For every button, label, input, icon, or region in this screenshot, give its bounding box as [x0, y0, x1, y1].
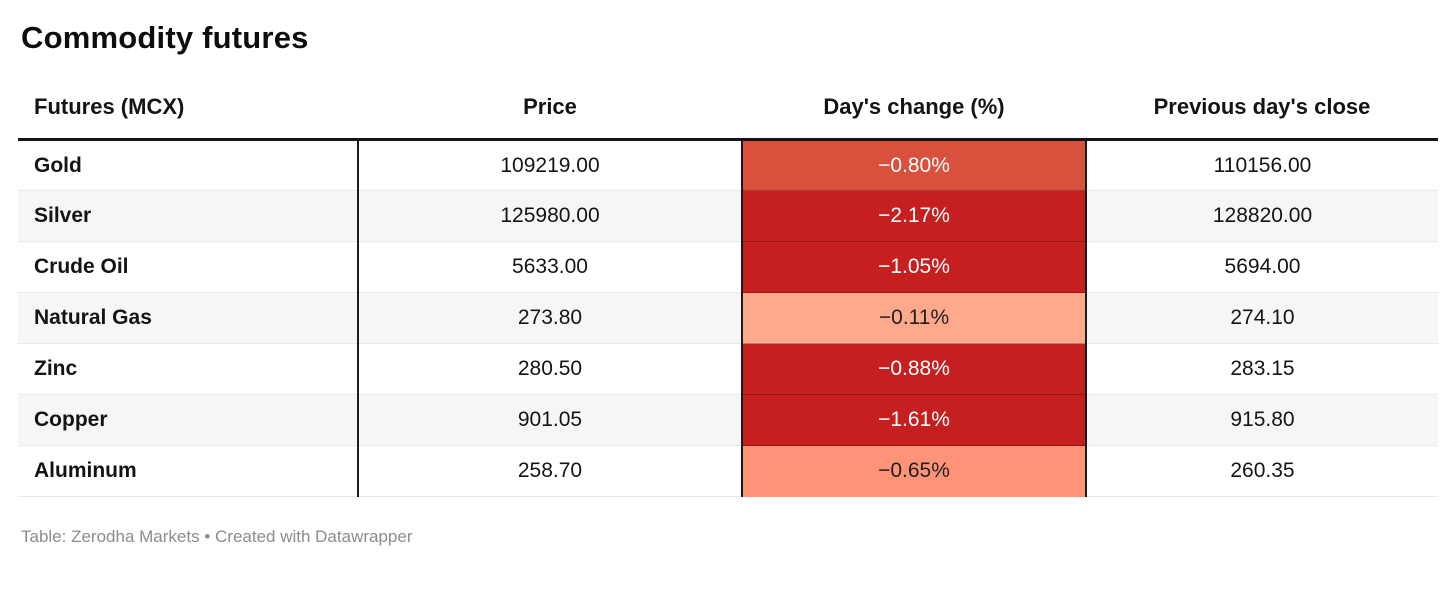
attribution-separator: • [199, 527, 215, 546]
futures-name-cell: Aluminum [18, 445, 359, 497]
table-row: Zinc 280.50 −0.88% 283.15 [18, 343, 1438, 395]
futures-name-cell: Crude Oil [18, 241, 359, 293]
table-row: Gold 109219.00 −0.80% 110156.00 [18, 139, 1438, 191]
column-header-futures[interactable]: Futures (MCX) [18, 80, 358, 141]
source-link[interactable]: Zerodha Markets [71, 527, 200, 546]
prev-close-cell: 260.35 [1086, 445, 1438, 497]
table-header: Futures (MCX) Price Day's change (%) Pre… [18, 80, 1438, 141]
day-change-cell: −2.17% [741, 190, 1087, 242]
prev-close-cell: 283.15 [1086, 343, 1438, 395]
prev-close-cell: 110156.00 [1086, 139, 1438, 191]
futures-name-cell: Gold [18, 139, 359, 191]
table-row: Copper 901.05 −1.61% 915.80 [18, 394, 1438, 446]
attribution: Table: Zerodha Markets • Created with Da… [21, 527, 1435, 547]
price-cell: 901.05 [358, 394, 742, 446]
price-cell: 125980.00 [358, 190, 742, 242]
table-row: Crude Oil 5633.00 −1.05% 5694.00 [18, 241, 1438, 293]
day-change-cell: −0.80% [741, 139, 1087, 191]
day-change-cell: −0.88% [741, 343, 1087, 395]
day-change-cell: −0.11% [741, 292, 1087, 344]
page-title: Commodity futures [21, 20, 309, 55]
day-change-cell: −1.61% [741, 394, 1087, 446]
price-cell: 109219.00 [358, 139, 742, 191]
source-label: Table: [21, 527, 72, 546]
column-header-prev-close[interactable]: Previous day's close [1086, 80, 1438, 141]
table-row: Silver 125980.00 −2.17% 128820.00 [18, 190, 1438, 242]
prev-close-cell: 274.10 [1086, 292, 1438, 344]
column-header-day-change[interactable]: Day's change (%) [742, 80, 1086, 141]
datawrapper-credit-link[interactable]: Created with Datawrapper [215, 527, 413, 546]
day-change-cell: −0.65% [741, 445, 1087, 497]
price-cell: 273.80 [358, 292, 742, 344]
datawrapper-table-page: Commodity futures Futures (MCX) Price Da… [18, 20, 1438, 547]
futures-name-cell: Copper [18, 394, 359, 446]
commodity-futures-table: Futures (MCX) Price Day's change (%) Pre… [18, 80, 1438, 497]
table-row: Aluminum 258.70 −0.65% 260.35 [18, 445, 1438, 497]
prev-close-cell: 915.80 [1086, 394, 1438, 446]
table-body: Gold 109219.00 −0.80% 110156.00 Silver 125980… [18, 139, 1438, 497]
prev-close-cell: 5694.00 [1086, 241, 1438, 293]
futures-name-cell: Silver [18, 190, 359, 242]
futures-name-cell: Natural Gas [18, 292, 359, 344]
column-header-price[interactable]: Price [358, 80, 742, 141]
price-cell: 280.50 [358, 343, 742, 395]
table-row: Natural Gas 273.80 −0.11% 274.10 [18, 292, 1438, 344]
header-row: Futures (MCX) Price Day's change (%) Pre… [18, 80, 1438, 141]
price-cell: 5633.00 [358, 241, 742, 293]
futures-name-cell: Zinc [18, 343, 359, 395]
price-cell: 258.70 [358, 445, 742, 497]
prev-close-cell: 128820.00 [1086, 190, 1438, 242]
day-change-cell: −1.05% [741, 241, 1087, 293]
